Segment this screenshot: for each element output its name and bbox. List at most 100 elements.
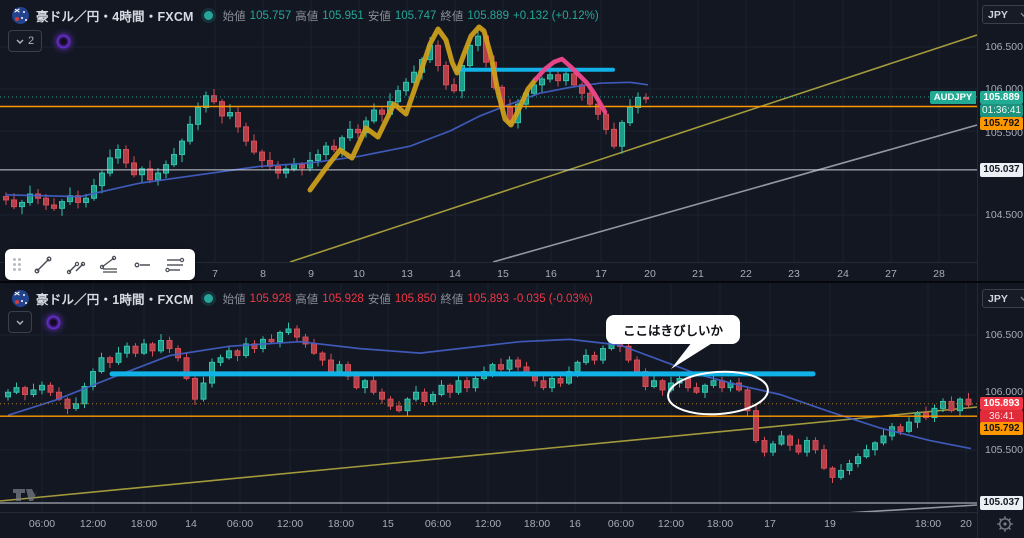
currency-label: JPY (988, 8, 1008, 21)
drag-handle-icon[interactable] (13, 258, 21, 271)
audjpy-flag-icon (12, 7, 29, 24)
price-axis-label: 106.500 (985, 329, 1023, 341)
candlestick-series (3, 31, 649, 216)
time-axis-label: 28 (933, 268, 945, 280)
price-axis-label: 104.500 (985, 209, 1023, 221)
time-axis-label: 06:00 (226, 518, 254, 530)
highlight-ellipse (667, 370, 769, 416)
last-price-badge-4h: 105.889 (980, 91, 1023, 104)
open-label: 始値 (222, 293, 246, 306)
close-label: 終値 (440, 293, 464, 306)
currency-label: JPY (988, 292, 1008, 305)
moving-average-line (7, 338, 972, 450)
time-axis-label: 20 (644, 268, 656, 280)
drawing-toolbar[interactable] (5, 249, 195, 280)
chevron-down-icon (1020, 296, 1024, 301)
audjpy-flag-icon (12, 290, 29, 307)
orange-level-badge-1h: 105.792 (980, 422, 1023, 435)
time-axis-label: 17 (764, 518, 776, 530)
low-value: 105.850 (394, 292, 437, 305)
last-price-badge-1h: 105.893 (980, 397, 1023, 410)
countdown-badge-1h: 36:41 (980, 410, 1023, 423)
time-axis-label: 27 (885, 268, 897, 280)
time-axis-label: 9 (308, 268, 314, 280)
symbol-title[interactable]: 豪ドル／円・4時間・FXCM (36, 10, 194, 24)
high-label: 高値 (295, 293, 319, 306)
high-value: 105.928 (322, 292, 364, 305)
time-axis-label: 12:00 (474, 518, 502, 530)
change-value: +0.132 (+0.12%) (512, 9, 599, 22)
open-label: 始値 (222, 10, 246, 23)
time-axis-label: 21 (692, 268, 704, 280)
time-axis-label: 16 (545, 268, 557, 280)
price-scale-column[interactable]: JPY 106.500 106.000 105.500 104.500 105.889… (977, 0, 1024, 538)
open-value: 105.928 (249, 292, 292, 305)
open-value: 105.757 (249, 9, 292, 22)
time-axis-label: 12:00 (657, 518, 685, 530)
symbol-price-tag: AUDJPY (930, 91, 976, 104)
fan-lines-tool-icon[interactable] (95, 252, 122, 278)
pane-divider[interactable] (0, 281, 1024, 283)
time-axis-4h[interactable]: 7 8 9 10 13 14 15 16 17 20 21 22 23 24 27 28 (0, 262, 1024, 282)
currency-button-4h[interactable]: JPY (982, 5, 1024, 24)
chevron-down-icon (16, 320, 24, 325)
time-axis-label: 24 (837, 268, 849, 280)
collapse-button[interactable] (8, 311, 32, 333)
time-axis-label: 10 (353, 268, 365, 280)
time-axis-label: 23 (788, 268, 800, 280)
chart-1h-header: 豪ドル／円・1時間・FXCM 始値 105.928 高値 105.928 安値 … (12, 289, 593, 308)
low-label: 安値 (367, 293, 391, 306)
price-axis-label: 106.500 (985, 41, 1023, 53)
time-axis-label: 15 (382, 518, 394, 530)
time-axis-label: 06:00 (424, 518, 452, 530)
timezone-settings-gear-icon[interactable] (996, 515, 1014, 538)
high-value: 105.951 (322, 9, 364, 22)
time-axis-label: 16 (569, 518, 581, 530)
time-axis-1h[interactable]: 06:00 12:00 18:00 14 06:00 12:00 18:00 15 06:00 1… (0, 512, 1024, 538)
symbol-title[interactable]: 豪ドル／円・1時間・FXCM (36, 293, 194, 307)
time-axis-label: 12:00 (79, 518, 107, 530)
time-axis-label: 18:00 (914, 518, 942, 530)
tradingview-logo[interactable] (12, 485, 40, 507)
countdown-badge-4h: 01:36:41 (980, 104, 1023, 117)
time-axis-label: 18:00 (706, 518, 734, 530)
white-level-badge-4h: 105.037 (980, 163, 1023, 177)
collapse-button[interactable]: 2 (8, 30, 43, 52)
trend-line-tool-icon[interactable] (29, 252, 56, 278)
indicator-count: 2 (28, 35, 35, 47)
chevron-down-icon (1020, 12, 1024, 17)
horizontal-line-tool-icon[interactable] (129, 252, 156, 278)
moving-average-line (5, 81, 649, 198)
close-value: 105.889 (467, 9, 509, 22)
price-axis-label: 106.000 (985, 386, 1023, 398)
bubble-tail (671, 342, 714, 369)
price-axis-label: 105.500 (985, 444, 1023, 456)
time-axis-label: 8 (260, 268, 266, 280)
market-status-icon (203, 294, 213, 303)
annotation-bubble[interactable]: ここはきびしいか (606, 315, 740, 344)
chart-4h-controls: 2 (8, 30, 72, 52)
parallel-lines-tool-icon[interactable] (162, 252, 189, 278)
time-axis-label: 14 (449, 268, 461, 280)
market-status-icon (203, 11, 213, 20)
low-label: 安値 (367, 10, 391, 23)
yellow-zigzag-drawing (307, 24, 539, 193)
time-axis-label: 14 (185, 518, 197, 530)
time-axis-label: 06:00 (28, 518, 56, 530)
time-axis-label: 18:00 (523, 518, 551, 530)
currency-button-1h[interactable]: JPY (982, 289, 1024, 308)
chart-1h-canvas[interactable] (0, 283, 977, 512)
time-axis-label: 20 (960, 518, 972, 530)
purple-glow-icon[interactable] (56, 33, 72, 49)
ohlc-row: 始値 105.757 高値 105.951 安値 105.747 終値 105.… (223, 8, 599, 24)
change-value: -0.035 (-0.03%) (512, 292, 593, 305)
time-axis-label: 12:00 (276, 518, 304, 530)
purple-glow-icon[interactable] (46, 314, 61, 330)
double-trend-line-tool-icon[interactable] (62, 252, 89, 278)
close-label: 終値 (440, 10, 464, 23)
orange-level-badge-4h: 105.792 (980, 117, 1023, 130)
low-value: 105.747 (394, 9, 437, 22)
chart-4h-canvas[interactable] (0, 0, 977, 262)
price-axis-label: 105.500 (985, 127, 1023, 139)
